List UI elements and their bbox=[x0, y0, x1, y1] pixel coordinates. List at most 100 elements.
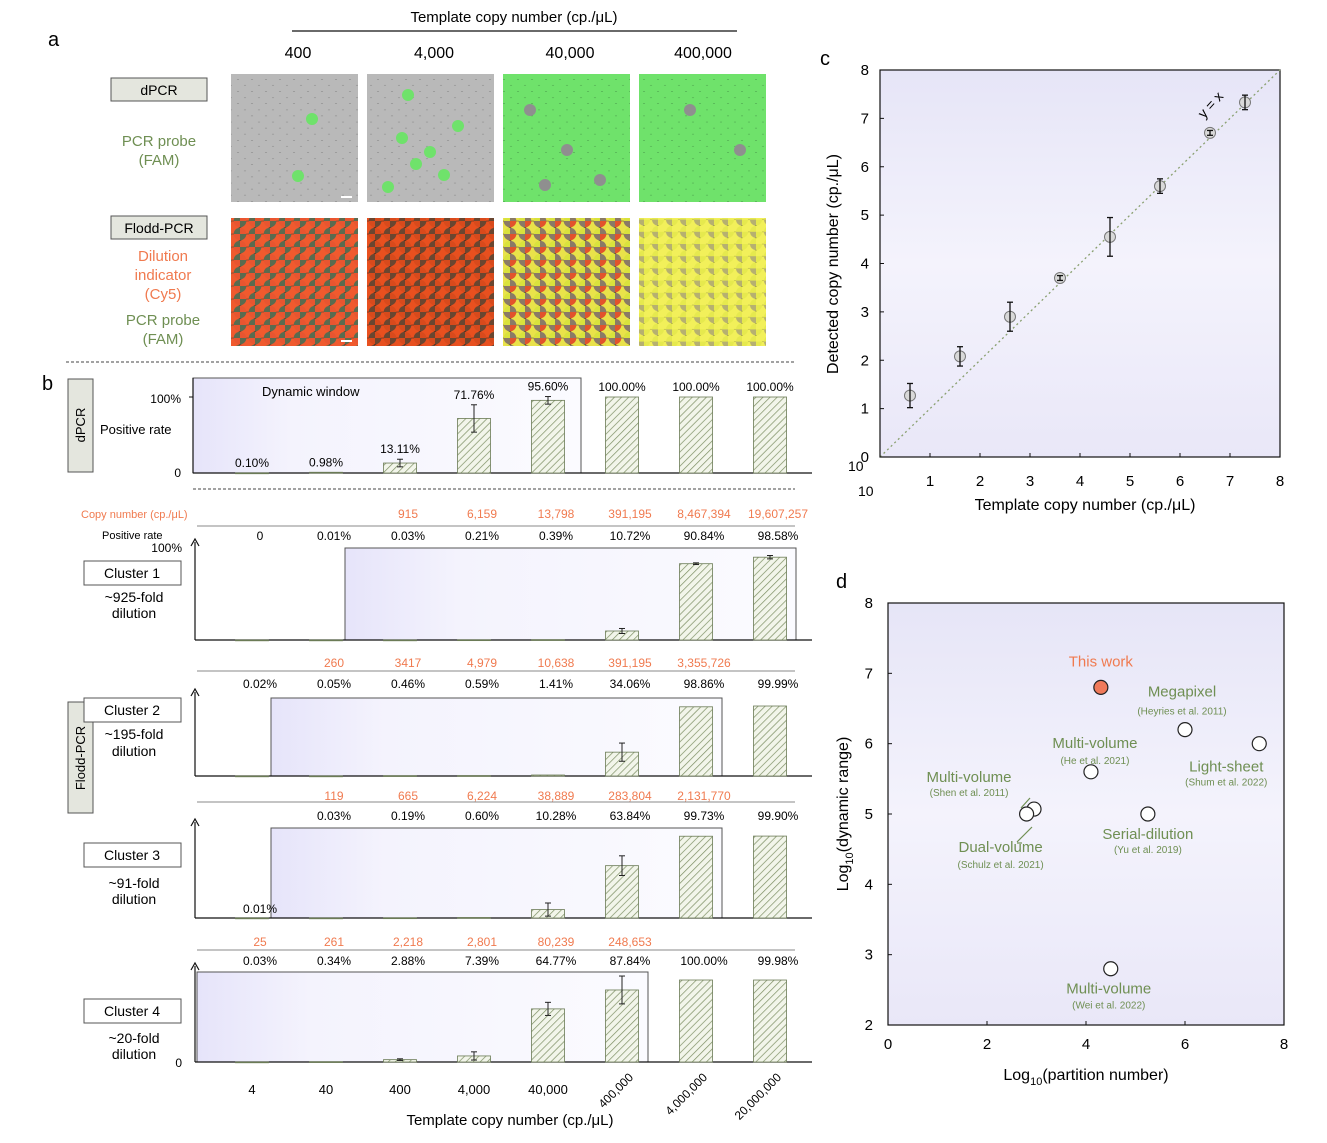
copy-number-value: 2,801 bbox=[467, 935, 497, 949]
bar bbox=[235, 639, 269, 642]
cluster-2-chart: 260 3417 4,979 10,638 391,195 3,355,726 0.02% 0… bbox=[83, 656, 812, 778]
y-tick-label: 6 bbox=[861, 159, 869, 176]
green-droplets-overlay bbox=[292, 89, 464, 193]
fam-label-2: (FAM) bbox=[143, 331, 184, 348]
micrograph-dpcr-400000 bbox=[639, 74, 766, 202]
point-reference: (Shum et al. 2022) bbox=[1185, 778, 1267, 789]
bar bbox=[309, 775, 343, 778]
x-tick-label: 400 bbox=[389, 1082, 411, 1097]
dpcr-ytick-0: 0 bbox=[174, 466, 181, 480]
column-label: 400 bbox=[285, 45, 312, 62]
bar bbox=[679, 563, 713, 641]
copy-number-value: 261 bbox=[324, 935, 344, 949]
panel-letter-a: a bbox=[48, 29, 60, 51]
cluster-fold-label: ~925-fold bbox=[105, 589, 164, 605]
bar bbox=[753, 835, 787, 919]
positive-rate-value: 0.46% bbox=[391, 677, 425, 691]
positive-rate-value: 99.73% bbox=[684, 809, 725, 823]
bar bbox=[235, 775, 269, 778]
y-tick-label: 8 bbox=[865, 595, 873, 612]
cluster-badge bbox=[83, 697, 182, 723]
x-tick-label: 5 bbox=[1126, 473, 1134, 490]
cluster-fold-label: ~91-fold bbox=[109, 875, 160, 891]
point-label: This work bbox=[1069, 653, 1134, 670]
positive-rate-value: 0.01% bbox=[243, 902, 277, 916]
positive-rate-value: 0.19% bbox=[391, 809, 425, 823]
x-tick-label: 8 bbox=[1280, 1036, 1288, 1053]
panel-d-ylabel: Log10(dynamic range) bbox=[835, 737, 856, 892]
cluster-badge-label: Cluster 1 bbox=[104, 565, 160, 581]
point-reference: (Shen et al. 2011) bbox=[930, 788, 1009, 799]
x-tick-label: 2 bbox=[976, 473, 984, 490]
copy-number-value: 3,355,726 bbox=[677, 656, 731, 670]
point-label: Dual-volume bbox=[958, 839, 1042, 856]
panel-c-ylabel: Detected copy number (cp./μL) bbox=[825, 154, 842, 374]
y-tick-label: 6 bbox=[865, 736, 873, 753]
copy-number-value: 10,638 bbox=[538, 656, 575, 670]
cy5-label: (Cy5) bbox=[145, 286, 182, 303]
positive-rate-value: 63.84% bbox=[610, 809, 651, 823]
panel-d-xlabel: Log10(partition number) bbox=[1003, 1067, 1168, 1088]
x-tick-label: 1 bbox=[926, 473, 934, 490]
cluster-badge-label: Cluster 3 bbox=[104, 847, 160, 863]
copy-number-value: 283,804 bbox=[608, 789, 652, 803]
positive-rate-value: 0.34% bbox=[317, 954, 351, 968]
positive-rate-value: 0.03% bbox=[243, 954, 277, 968]
x-tick-label: 4,000 bbox=[458, 1082, 491, 1097]
copy-number-header: Copy number (cp./μL) bbox=[81, 509, 188, 521]
data-point bbox=[1093, 679, 1109, 696]
scale-bar-2 bbox=[341, 340, 352, 342]
dynamic-window-box bbox=[270, 827, 723, 919]
point-label: Light-sheet bbox=[1189, 759, 1264, 776]
cluster-dilution-label: dilution bbox=[112, 1046, 156, 1062]
panel-b-xlabel: Template copy number (cp./μL) bbox=[406, 1112, 613, 1129]
ytick-100: 100% bbox=[151, 541, 182, 555]
positive-rate-value: 10.28% bbox=[536, 809, 577, 823]
micrograph-dpcr-400 bbox=[231, 74, 358, 202]
bar-value-label: 100.00% bbox=[746, 380, 794, 394]
y-tick-label: 3 bbox=[865, 947, 873, 964]
bar bbox=[383, 917, 417, 920]
bar-value-label: 13.11% bbox=[380, 442, 420, 456]
positive-rate-value: 99.99% bbox=[758, 677, 799, 691]
y-tick-label: 4 bbox=[865, 876, 873, 893]
bar-value-label: 71.76% bbox=[454, 388, 495, 402]
y-axis-arrow bbox=[190, 817, 200, 827]
x-tick-label: 2 bbox=[983, 1036, 991, 1053]
y-tick-label: 3 bbox=[861, 304, 869, 321]
x-tick-label: 400,000 bbox=[596, 1070, 637, 1111]
x-tick-label: 4 bbox=[1082, 1036, 1090, 1053]
bar bbox=[605, 396, 639, 474]
x-tick-label: 6 bbox=[1181, 1036, 1189, 1053]
bar bbox=[531, 399, 565, 474]
micrograph-flodd-400000 bbox=[639, 218, 766, 346]
point-label: Multi-volume bbox=[1052, 735, 1137, 752]
copy-number-value: 25 bbox=[253, 935, 267, 949]
flodd-badge-label: Flodd-PCR bbox=[124, 220, 193, 236]
bar bbox=[457, 639, 491, 642]
panel-c-base-y: 10 bbox=[848, 458, 864, 474]
cluster-charts: 915 6,159 13,798 391,195 8,467,394 19,607,257… bbox=[83, 507, 812, 1070]
bar bbox=[679, 706, 713, 777]
dpcr-badge-label: dPCR bbox=[140, 82, 177, 98]
panel-a: a Template copy number (cp./μL) 400 4,000… bbox=[48, 9, 766, 348]
cluster-3-chart: 119 665 6,224 38,889 283,804 2,131,770 0.01% 0.… bbox=[83, 789, 812, 920]
bar bbox=[457, 775, 491, 777]
y-axis-arrow bbox=[190, 687, 200, 697]
micrograph-flodd-40000 bbox=[503, 218, 630, 346]
data-point bbox=[1140, 806, 1156, 822]
y-tick-label: 2 bbox=[865, 1017, 873, 1034]
bar bbox=[309, 1061, 343, 1063]
bar bbox=[383, 775, 417, 777]
micrograph-dpcr-40000 bbox=[503, 74, 630, 202]
positive-rate-value: 64.77% bbox=[536, 954, 577, 968]
panel-c-base-x: 10 bbox=[858, 483, 874, 499]
positive-rate-value: 0.01% bbox=[317, 529, 351, 543]
panel-c-xlabel: Template copy number (cp./μL) bbox=[975, 497, 1196, 514]
copy-number-value: 119 bbox=[324, 789, 343, 803]
bar bbox=[753, 556, 787, 641]
dynamic-window-box bbox=[344, 547, 797, 641]
positive-rate-header: Positive rate bbox=[102, 530, 163, 542]
